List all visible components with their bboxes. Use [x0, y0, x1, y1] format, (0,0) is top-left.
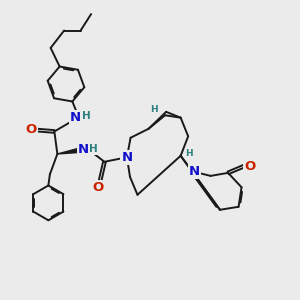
Text: O: O: [93, 181, 104, 194]
Text: N: N: [189, 165, 200, 178]
Text: H: H: [89, 144, 98, 154]
Text: H: H: [150, 105, 158, 114]
Text: H: H: [82, 111, 91, 121]
Polygon shape: [57, 148, 79, 154]
Text: O: O: [244, 160, 255, 173]
Text: N: N: [122, 151, 133, 164]
Text: O: O: [26, 124, 37, 136]
Text: N: N: [78, 143, 89, 156]
Text: H: H: [185, 149, 193, 158]
Text: N: N: [70, 112, 81, 124]
